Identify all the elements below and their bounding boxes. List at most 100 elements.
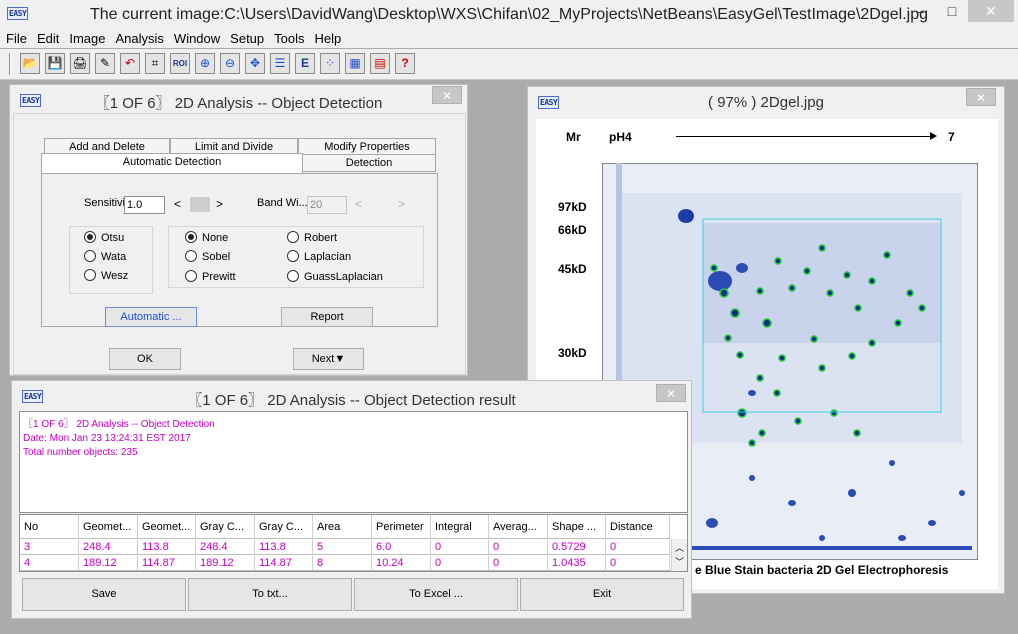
menu-analysis[interactable]: Analysis — [115, 31, 164, 46]
detection-body — [13, 113, 466, 375]
menu-window[interactable]: Window — [173, 31, 221, 46]
roi-icon[interactable]: ROI — [170, 53, 190, 74]
column-header[interactable]: Geomet... — [79, 515, 138, 538]
table-scrollbar[interactable]: ︿ ﹀ — [671, 539, 687, 571]
open-icon[interactable]: 📂 — [20, 53, 40, 74]
result-log: 〖1 OF 6〗 2D Analysis -- Object Detection… — [19, 411, 688, 513]
to-txt-button[interactable]: To txt... — [188, 578, 352, 611]
tab-limit-and-divide[interactable]: Limit and Divide — [170, 138, 298, 156]
mw-label-45: 45kD — [558, 262, 587, 276]
menu-setup[interactable]: Setup — [230, 31, 265, 46]
tab-modify-properties[interactable]: Modify Properties — [298, 138, 436, 156]
table-icon[interactable]: ▤ — [370, 53, 390, 74]
menu-file[interactable]: File — [6, 31, 27, 46]
title-bar: EASY The current image:C:\Users\DavidWan… — [0, 0, 1018, 30]
sensitivity-increase-arrow-icon[interactable]: > — [216, 197, 224, 211]
radio-wesz[interactable]: Wesz — [84, 269, 128, 282]
automatic-button[interactable]: Automatic ... — [105, 307, 197, 327]
ok-button[interactable]: OK — [109, 348, 181, 370]
undo-icon[interactable]: ↶ — [120, 53, 140, 74]
tab-automatic-detection[interactable]: Automatic Detection — [41, 153, 303, 174]
column-header[interactable]: Averag... — [489, 515, 548, 538]
column-header[interactable]: Perimeter — [372, 515, 431, 538]
tab-panel — [41, 173, 438, 327]
table-cell: 8 — [313, 556, 372, 570]
table-cell: 0 — [431, 556, 489, 570]
list-icon[interactable]: ☰ — [270, 53, 290, 74]
move-icon[interactable]: ✥ — [245, 53, 265, 74]
radio-none[interactable]: None — [185, 231, 228, 244]
column-header[interactable]: Shape ... — [548, 515, 606, 538]
table-cell: 0 — [431, 540, 489, 554]
image-close-button[interactable]: ✕ — [966, 88, 996, 106]
scroll-down-arrow-icon[interactable]: ﹀ — [675, 557, 685, 567]
radio-guasslaplacian[interactable]: GuassLaplacian — [287, 270, 383, 283]
sensitivity-slider-thumb[interactable] — [190, 197, 210, 212]
menu-edit[interactable]: Edit — [36, 31, 60, 46]
column-header[interactable]: No — [20, 515, 79, 538]
column-header[interactable]: Geomet... — [138, 515, 196, 538]
table-row[interactable]: 3 248.4 113.8 248.4 113.8 5 6.0 0 0 0.57… — [20, 540, 670, 555]
table-cell: 4 — [20, 556, 79, 570]
column-header[interactable]: Gray C... — [255, 515, 313, 538]
result-window: EASY 〖1 OF 6〗 2D Analysis -- Object Dete… — [11, 380, 692, 619]
next-button[interactable]: Next▼ — [293, 348, 364, 370]
sensitivity-decrease-arrow-icon[interactable]: < — [174, 197, 182, 211]
easy-icon[interactable]: E — [295, 53, 315, 74]
radio-robert[interactable]: Robert — [287, 231, 337, 244]
help-icon[interactable]: ? — [395, 53, 415, 74]
maximize-button[interactable]: □ — [947, 3, 957, 19]
table-cell: 0 — [489, 556, 548, 570]
column-header[interactable]: Integral — [431, 515, 489, 538]
table-cell: 114.87 — [138, 556, 196, 570]
grid-icon[interactable]: ▦ — [345, 53, 365, 74]
spots-icon[interactable]: ⁘ — [320, 53, 340, 74]
result-close-button[interactable]: ✕ — [656, 384, 686, 402]
tab-detection[interactable]: Detection — [302, 154, 436, 172]
crop-icon[interactable]: ⌗ — [145, 53, 165, 74]
band-width-increase-arrow-icon[interactable]: > — [398, 197, 406, 211]
column-header[interactable]: Distance — [606, 515, 670, 538]
band-width-input[interactable] — [307, 196, 347, 214]
exit-button[interactable]: Exit — [520, 578, 684, 611]
edit-icon[interactable]: ✎ — [95, 53, 115, 74]
table-cell: 0.5729 — [548, 540, 606, 554]
sensitivity-input[interactable] — [124, 196, 165, 214]
table-cell: 248.4 — [79, 540, 138, 554]
save-icon[interactable]: 💾 — [45, 53, 65, 74]
report-button[interactable]: Report — [281, 307, 373, 327]
radio-label: Robert — [304, 232, 338, 244]
radio-label: Prewitt — [202, 271, 236, 283]
save-button[interactable]: Save — [22, 578, 186, 611]
scroll-up-arrow-icon[interactable]: ︿ — [675, 543, 685, 553]
menu-help[interactable]: Help — [314, 31, 342, 46]
radio-sobel[interactable]: Sobel — [185, 250, 230, 263]
column-header[interactable]: Gray C... — [196, 515, 255, 538]
menu-image[interactable]: Image — [69, 31, 106, 46]
to-excel-button[interactable]: To Excel ... — [354, 578, 518, 611]
close-button[interactable]: ✕ — [968, 0, 1014, 22]
ph-arrow — [676, 136, 934, 137]
print-icon[interactable]: 🖨 — [70, 53, 90, 74]
threshold-method-group — [69, 226, 153, 294]
radio-wata[interactable]: Wata — [84, 250, 126, 263]
table-cell: 248.4 — [196, 540, 255, 554]
zoom-in-icon[interactable]: ⊕ — [195, 53, 215, 74]
table-row[interactable]: 4 189.12 114.87 189.12 114.87 8 10.24 0 … — [20, 556, 670, 571]
toolbar: 📂 💾 🖨 ✎ ↶ ⌗ ROI ⊕ ⊖ ✥ ☰ E ⁘ ▦ ▤ ? — [0, 49, 1018, 80]
window-title: The current image:C:\Users\DavidWang\Des… — [90, 6, 928, 23]
radio-otsu[interactable]: Otsu — [84, 231, 124, 244]
column-header[interactable]: Area — [313, 515, 372, 538]
zoom-out-icon[interactable]: ⊖ — [220, 53, 240, 74]
table-cell: 10.24 — [372, 556, 431, 570]
radio-prewitt[interactable]: Prewitt — [185, 270, 236, 283]
menu-tools[interactable]: Tools — [274, 31, 305, 46]
log-text: 〖1 OF 6〗 2D Analysis -- Object Detection… — [23, 418, 215, 460]
band-width-decrease-arrow-icon[interactable]: < — [355, 197, 363, 211]
detection-close-button[interactable]: ✕ — [432, 86, 462, 104]
table-cell: 5 — [313, 540, 372, 554]
minimize-button[interactable]: – — [916, 3, 924, 19]
radio-laplacian[interactable]: Laplacian — [287, 250, 351, 263]
table-cell: 3 — [20, 540, 79, 554]
tab-add-and-delete[interactable]: Add and Delete — [44, 138, 170, 156]
